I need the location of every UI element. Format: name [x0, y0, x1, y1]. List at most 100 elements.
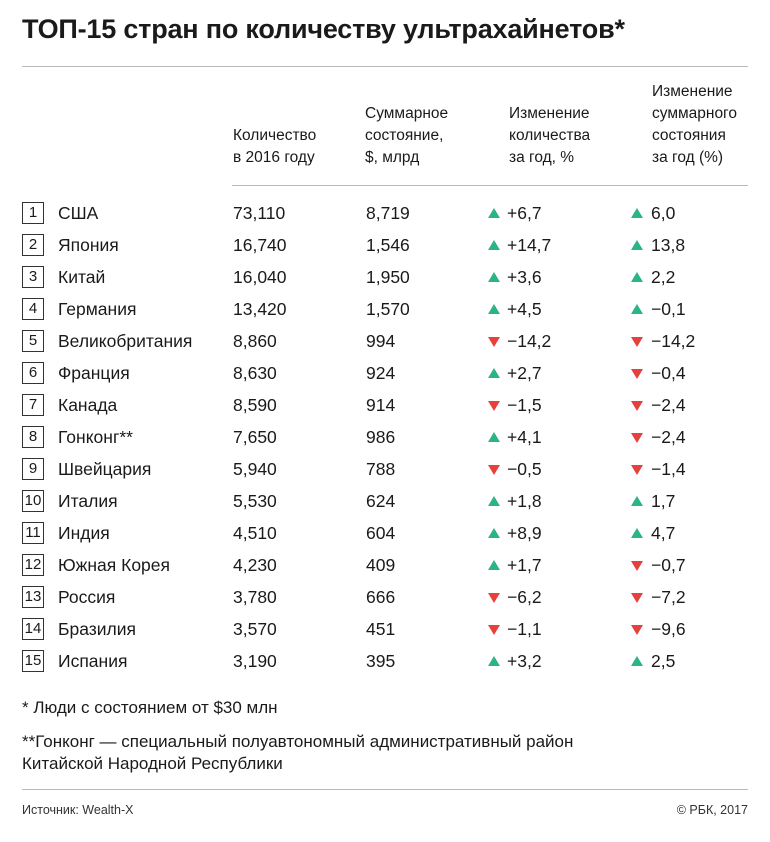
triangle-up-icon [631, 656, 643, 666]
count-change-value: −6,2 [507, 587, 542, 607]
table-row: 8 Гонконг** 7,650 986 +4,1 −2,4 [0, 422, 770, 454]
footnote-hong-kong: **Гонконг — специальный полуавтономный а… [22, 732, 574, 773]
triangle-down-icon [631, 625, 643, 635]
wealth-change-value: −9,6 [651, 619, 686, 639]
count-value: 5,940 [233, 459, 277, 479]
wealth-value: 1,950 [366, 267, 410, 287]
header-divider [232, 185, 748, 186]
count-value: 13,420 [233, 299, 287, 319]
triangle-up-icon [631, 496, 643, 506]
count-value: 4,510 [233, 523, 277, 543]
count-value: 8,860 [233, 331, 277, 351]
rank-box: 1 [22, 202, 44, 224]
count-value: 16,740 [233, 235, 287, 255]
table-row: 13 Россия 3,780 666 −6,2 −7,2 [0, 582, 770, 614]
wealth-change-value: 2,2 [651, 267, 676, 287]
country-name: Италия [58, 491, 118, 511]
count-value: 7,650 [233, 427, 277, 447]
table-row: 7 Канада 8,590 914 −1,5 −2,4 [0, 390, 770, 422]
title-divider [22, 66, 748, 67]
count-change-value: +3,2 [507, 651, 542, 671]
country-name: Южная Корея [58, 555, 170, 575]
rank-box: 2 [22, 234, 44, 256]
table-row: 5 Великобритания 8,860 994 −14,2 −14,2 [0, 326, 770, 358]
rank-box: 4 [22, 298, 44, 320]
triangle-down-icon [631, 561, 643, 571]
triangle-down-icon [631, 369, 643, 379]
table-row: 6 Франция 8,630 924 +2,7 −0,4 [0, 358, 770, 390]
count-change-value: −14,2 [507, 331, 552, 351]
triangle-up-icon [488, 656, 500, 666]
triangle-down-icon [631, 401, 643, 411]
triangle-up-icon [488, 432, 500, 442]
triangle-down-icon [631, 465, 643, 475]
table-row: 2 Япония 16,740 1,546 +14,7 13,8 [0, 230, 770, 262]
count-value: 3,570 [233, 619, 277, 639]
header-wealth: Суммарное состояние, $, млрд [365, 105, 449, 166]
wealth-value: 1,546 [366, 235, 410, 255]
country-name: Франция [58, 363, 130, 383]
triangle-up-icon [631, 304, 643, 314]
table-row: 14 Бразилия 3,570 451 −1,1 −9,6 [0, 614, 770, 646]
rank-box: 10 [22, 490, 44, 512]
wealth-value: 451 [366, 619, 396, 639]
header-wealth-change: Изменение суммарного состояния за год (%… [652, 83, 737, 166]
triangle-up-icon [488, 272, 500, 282]
triangle-down-icon [488, 401, 500, 411]
wealth-change-value: 4,7 [651, 523, 676, 543]
table-row: 11 Индия 4,510 604 +8,9 4,7 [0, 518, 770, 550]
wealth-change-value: −0,1 [651, 299, 686, 319]
wealth-change-value: −0,7 [651, 555, 686, 575]
triangle-down-icon [488, 465, 500, 475]
count-value: 16,040 [233, 267, 287, 287]
rank-box: 9 [22, 458, 44, 480]
wealth-value: 666 [366, 587, 396, 607]
triangle-up-icon [488, 528, 500, 538]
wealth-value: 924 [366, 363, 396, 383]
rank-box: 13 [22, 586, 44, 608]
header-count: Количество в 2016 году [233, 127, 317, 166]
wealth-change-value: −2,4 [651, 427, 686, 447]
country-name: Индия [58, 523, 110, 543]
country-name: Канада [58, 395, 118, 415]
count-change-value: +1,8 [507, 491, 542, 511]
rank-box: 12 [22, 554, 44, 576]
rank-box: 5 [22, 330, 44, 352]
rank-box: 6 [22, 362, 44, 384]
wealth-change-value: 1,7 [651, 491, 676, 511]
wealth-change-value: −2,4 [651, 395, 686, 415]
triangle-up-icon [631, 272, 643, 282]
wealth-value: 624 [366, 491, 396, 511]
wealth-value: 1,570 [366, 299, 410, 319]
country-name: Россия [58, 587, 116, 607]
triangle-up-icon [488, 208, 500, 218]
triangle-up-icon [631, 208, 643, 218]
rank-box: 7 [22, 394, 44, 416]
count-value: 8,590 [233, 395, 277, 415]
count-value: 3,780 [233, 587, 277, 607]
triangle-up-icon [488, 368, 500, 378]
count-value: 3,190 [233, 651, 277, 671]
footnote-ultra-high-net-worth: * Люди с состоянием от $30 млн [22, 698, 278, 717]
rank-box: 3 [22, 266, 44, 288]
count-value: 8,630 [233, 363, 277, 383]
wealth-value: 604 [366, 523, 396, 543]
wealth-change-value: −1,4 [651, 459, 686, 479]
wealth-change-value: −0,4 [651, 363, 686, 383]
country-name: Китай [58, 267, 106, 287]
table-row: 4 Германия 13,420 1,570 +4,5 −0,1 [0, 294, 770, 326]
triangle-down-icon [488, 337, 500, 347]
country-name: Япония [58, 235, 119, 255]
wealth-value: 395 [366, 651, 396, 671]
wealth-change-value: 13,8 [651, 235, 686, 255]
count-change-value: +4,5 [507, 299, 542, 319]
count-change-value: +4,1 [507, 427, 542, 447]
count-change-value: +2,7 [507, 363, 542, 383]
count-change-value: +6,7 [507, 203, 542, 223]
rank-box: 14 [22, 618, 44, 640]
triangle-up-icon [631, 528, 643, 538]
table-row: 3 Китай 16,040 1,950 +3,6 2,2 [0, 262, 770, 294]
table-row: 1 США 73,110 8,719 +6,7 6,0 [0, 198, 770, 230]
country-name: Германия [58, 299, 137, 319]
triangle-down-icon [631, 337, 643, 347]
